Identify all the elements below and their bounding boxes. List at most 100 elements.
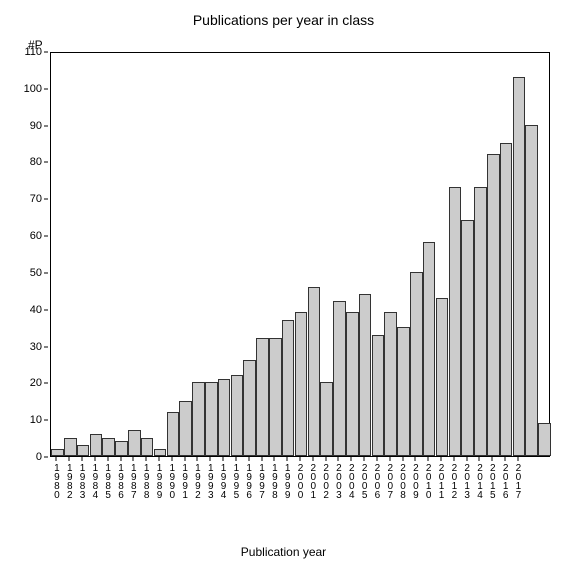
- bar: [282, 320, 295, 456]
- bar: [179, 401, 192, 456]
- x-tick-label: 2004: [346, 463, 356, 499]
- x-axis-label: Publication year: [0, 545, 567, 559]
- x-tick-mark: [492, 457, 493, 461]
- y-tick-label: 20: [2, 377, 42, 389]
- y-tick-label: 40: [2, 304, 42, 316]
- x-tick-label: 2014: [474, 463, 484, 499]
- bar: [333, 301, 346, 456]
- x-tick-mark: [287, 457, 288, 461]
- bar: [525, 125, 538, 456]
- x-tick-mark: [94, 457, 95, 461]
- x-tick-label: 2016: [500, 463, 510, 499]
- x-tick-label: 1980: [51, 463, 61, 499]
- bar: [410, 272, 423, 456]
- x-tick-mark: [248, 457, 249, 461]
- y-tick-mark: [44, 309, 48, 310]
- x-tick-mark: [223, 457, 224, 461]
- bar: [474, 187, 487, 456]
- x-tick-mark: [146, 457, 147, 461]
- x-tick-label: 1991: [180, 463, 190, 499]
- y-tick-label: 70: [2, 193, 42, 205]
- x-tick-label: 2010: [423, 463, 433, 499]
- x-tick-mark: [133, 457, 134, 461]
- x-tick-label: 1989: [154, 463, 164, 499]
- bar: [449, 187, 462, 456]
- x-tick-mark: [325, 457, 326, 461]
- bar: [436, 298, 449, 456]
- x-tick-label: 1994: [218, 463, 228, 499]
- x-tick-label: 2015: [487, 463, 497, 499]
- bar: [384, 312, 397, 456]
- bar: [461, 220, 474, 456]
- x-tick-label: 1986: [116, 463, 126, 499]
- y-tick-mark: [44, 125, 48, 126]
- y-tick-mark: [44, 88, 48, 89]
- bar: [115, 441, 128, 456]
- x-tick-mark: [441, 457, 442, 461]
- x-tick-label: 1988: [141, 463, 151, 499]
- x-tick-label: 1990: [167, 463, 177, 499]
- x-tick-mark: [69, 457, 70, 461]
- bar: [218, 379, 231, 456]
- x-tick-mark: [300, 457, 301, 461]
- y-tick-label: 50: [2, 267, 42, 279]
- bar: [128, 430, 141, 456]
- y-tick-mark: [44, 199, 48, 200]
- x-tick-label: 1987: [128, 463, 138, 499]
- x-tick-mark: [389, 457, 390, 461]
- x-tick-mark: [453, 457, 454, 461]
- bar: [51, 449, 64, 456]
- bar: [269, 338, 282, 456]
- x-tick-label: 1997: [257, 463, 267, 499]
- x-tick-label: 2009: [410, 463, 420, 499]
- x-tick-label: 1992: [192, 463, 202, 499]
- chart-title: Publications per year in class: [0, 12, 567, 28]
- bar: [397, 327, 410, 456]
- bar: [308, 287, 321, 456]
- x-tick-mark: [479, 457, 480, 461]
- x-tick-mark: [120, 457, 121, 461]
- x-tick-mark: [466, 457, 467, 461]
- x-tick-label: 2007: [385, 463, 395, 499]
- bar: [513, 77, 526, 456]
- y-tick-label: 110: [2, 46, 42, 58]
- x-tick-mark: [415, 457, 416, 461]
- x-tick-label: 1982: [64, 463, 74, 499]
- bar: [500, 143, 513, 456]
- bar: [320, 382, 333, 456]
- x-tick-mark: [197, 457, 198, 461]
- y-tick-label: 0: [2, 451, 42, 463]
- bar: [487, 154, 500, 456]
- x-tick-label: 2012: [449, 463, 459, 499]
- bar: [295, 312, 308, 456]
- bar: [538, 423, 551, 456]
- y-tick-mark: [44, 457, 48, 458]
- y-tick-label: 60: [2, 230, 42, 242]
- x-tick-mark: [364, 457, 365, 461]
- bars-group: [51, 53, 549, 456]
- x-tick-mark: [158, 457, 159, 461]
- x-tick-label: 2011: [436, 463, 446, 499]
- bar: [154, 449, 167, 456]
- y-tick-mark: [44, 272, 48, 273]
- x-tick-mark: [402, 457, 403, 461]
- x-tick-label: 1995: [231, 463, 241, 499]
- x-tick-mark: [261, 457, 262, 461]
- y-tick-mark: [44, 52, 48, 53]
- y-tick-mark: [44, 162, 48, 163]
- x-tick-mark: [184, 457, 185, 461]
- x-tick-label: 2001: [308, 463, 318, 499]
- x-tick-label: 1983: [77, 463, 87, 499]
- plot-area: [50, 52, 550, 457]
- x-tick-mark: [235, 457, 236, 461]
- chart-container: Publications per year in class #P 010203…: [0, 0, 567, 567]
- x-tick-mark: [107, 457, 108, 461]
- y-tick-mark: [44, 346, 48, 347]
- x-tick-mark: [428, 457, 429, 461]
- bar: [372, 335, 385, 457]
- x-tick-label: 2002: [321, 463, 331, 499]
- bar: [192, 382, 205, 456]
- x-tick-mark: [517, 457, 518, 461]
- y-tick-label: 80: [2, 156, 42, 168]
- x-tick-mark: [338, 457, 339, 461]
